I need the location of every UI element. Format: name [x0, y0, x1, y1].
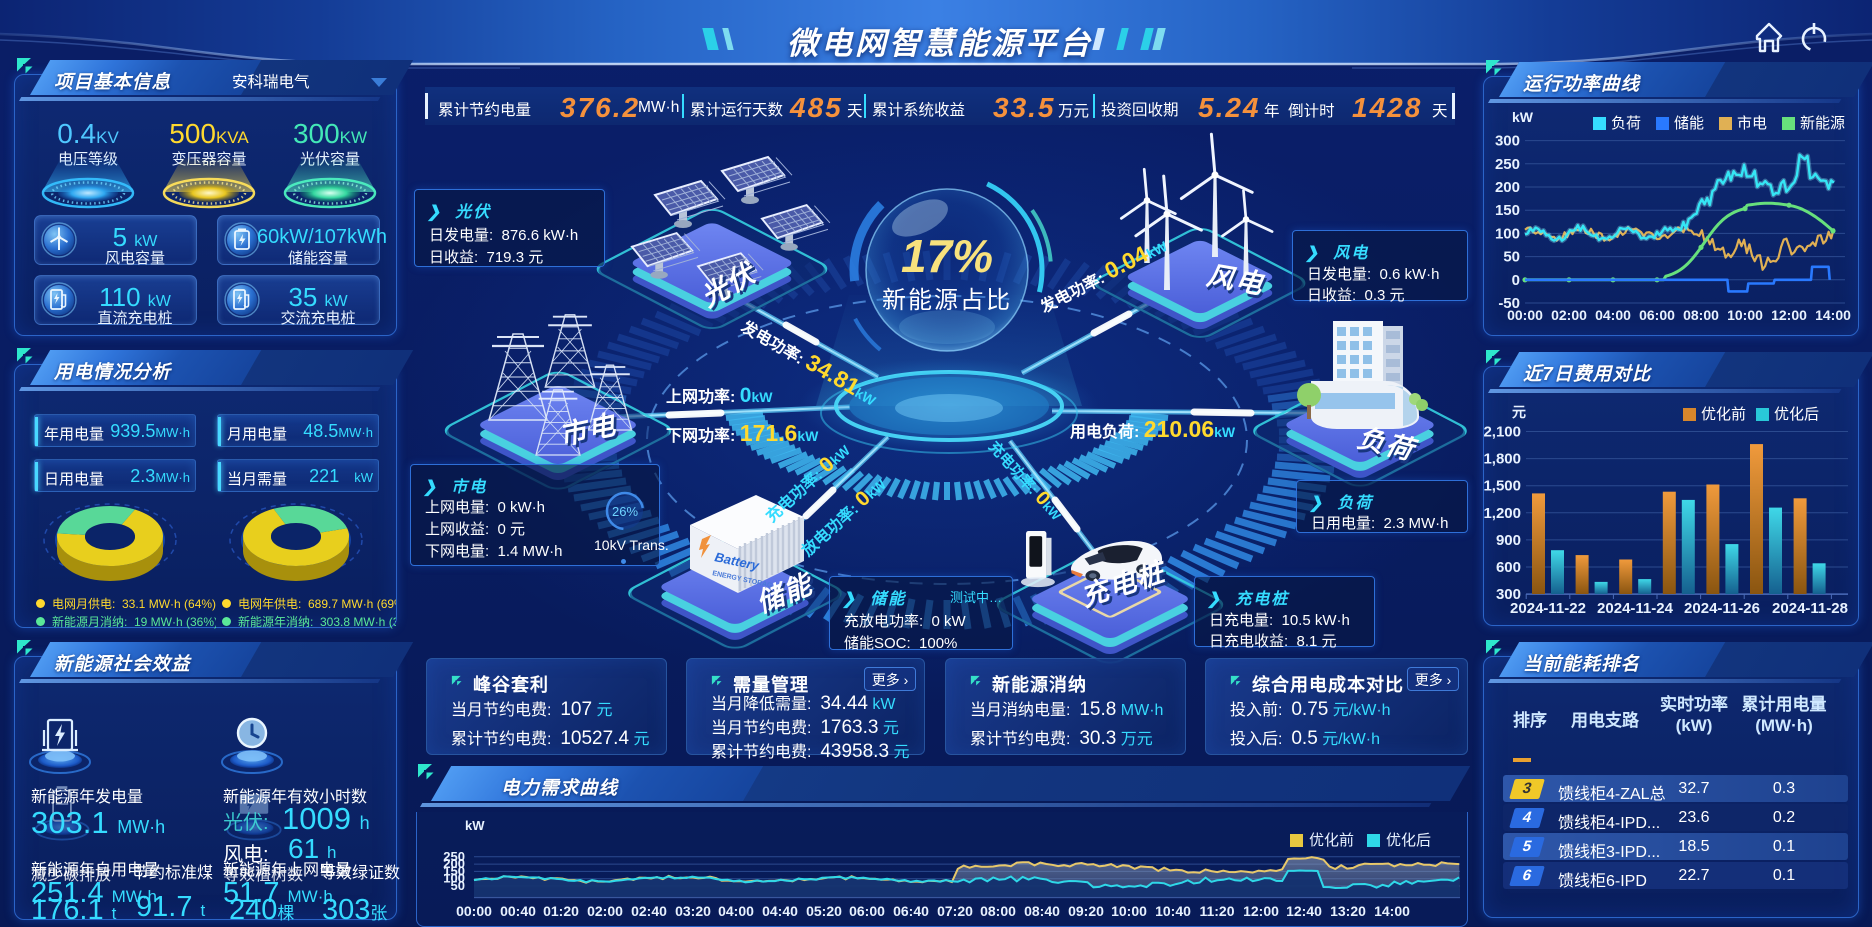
- svg-text:kW: kW: [1512, 109, 1534, 125]
- svg-text:50: 50: [1503, 249, 1520, 266]
- svg-text:11:20: 11:20: [1199, 903, 1234, 919]
- svg-text:14:00: 14:00: [1815, 307, 1851, 323]
- svg-text:13:20: 13:20: [1330, 903, 1366, 919]
- svg-text:优化后: 优化后: [1386, 832, 1431, 849]
- svg-text:10:40: 10:40: [1155, 903, 1191, 919]
- svg-text:2,100: 2,100: [1483, 424, 1521, 441]
- svg-text:14:00: 14:00: [1374, 903, 1410, 919]
- svg-text:08:40: 08:40: [1024, 903, 1060, 919]
- svg-text:100: 100: [1495, 225, 1520, 242]
- svg-text:06:00: 06:00: [849, 903, 885, 919]
- svg-text:2024-11-26: 2024-11-26: [1684, 600, 1760, 617]
- svg-text:300: 300: [1495, 133, 1520, 150]
- svg-text:元: 元: [1512, 404, 1526, 420]
- svg-text:下网功率: 171.6kW: 下网功率: 171.6kW: [666, 420, 819, 446]
- svg-text:02:40: 02:40: [631, 903, 667, 919]
- svg-text:08:00: 08:00: [980, 903, 1016, 919]
- svg-text:2024-11-28: 2024-11-28: [1772, 600, 1848, 617]
- svg-text:12:00: 12:00: [1243, 903, 1279, 919]
- svg-text:12:00: 12:00: [1771, 307, 1807, 323]
- svg-text:用电负荷: 210.06kW: 用电负荷: 210.06kW: [1070, 416, 1236, 442]
- svg-text:200: 200: [443, 856, 465, 871]
- svg-text:04:00: 04:00: [1595, 307, 1631, 323]
- svg-text:250: 250: [1495, 156, 1520, 173]
- svg-text:00:40: 00:40: [500, 903, 536, 919]
- svg-text:06:40: 06:40: [893, 903, 929, 919]
- svg-text:09:20: 09:20: [1068, 903, 1104, 919]
- svg-text:1,200: 1,200: [1483, 505, 1521, 522]
- svg-text:17%: 17%: [901, 230, 993, 282]
- svg-text:02:00: 02:00: [1551, 307, 1587, 323]
- svg-text:02:00: 02:00: [587, 903, 623, 919]
- svg-text:-50: -50: [1498, 295, 1520, 312]
- svg-text:1,800: 1,800: [1483, 451, 1521, 468]
- svg-text:新能源: 新能源: [1800, 115, 1845, 132]
- svg-text:900: 900: [1496, 532, 1521, 549]
- svg-text:储能: 储能: [1674, 115, 1704, 132]
- svg-text:300: 300: [1496, 586, 1521, 603]
- svg-text:150: 150: [1495, 202, 1520, 219]
- svg-text:07:20: 07:20: [937, 903, 973, 919]
- svg-text:00:00: 00:00: [456, 903, 492, 919]
- svg-text:10:00: 10:00: [1111, 903, 1147, 919]
- svg-text:05:20: 05:20: [806, 903, 842, 919]
- svg-text:优化前: 优化前: [1701, 406, 1746, 423]
- svg-text:kW: kW: [465, 818, 485, 833]
- svg-text:12:40: 12:40: [1286, 903, 1322, 919]
- svg-text:04:00: 04:00: [718, 903, 754, 919]
- svg-text:200: 200: [1495, 179, 1520, 196]
- svg-text:0: 0: [1512, 272, 1520, 289]
- svg-text:负荷: 负荷: [1611, 115, 1641, 132]
- svg-text:03:20: 03:20: [675, 903, 711, 919]
- svg-text:100: 100: [443, 871, 465, 886]
- svg-text:1,500: 1,500: [1483, 478, 1521, 495]
- svg-text:新能源占比: 新能源占比: [882, 287, 1012, 314]
- svg-text:600: 600: [1496, 559, 1521, 576]
- svg-text:08:00: 08:00: [1683, 307, 1719, 323]
- svg-text:04:40: 04:40: [762, 903, 798, 919]
- svg-text:2024-11-24: 2024-11-24: [1597, 600, 1674, 617]
- svg-text:2024-11-22: 2024-11-22: [1510, 600, 1586, 617]
- svg-text:150: 150: [443, 863, 465, 878]
- svg-text:上网功率: 0kW: 上网功率: 0kW: [666, 384, 773, 407]
- svg-text:50: 50: [451, 878, 465, 893]
- svg-text:10:00: 10:00: [1727, 307, 1763, 323]
- svg-text:优化前: 优化前: [1309, 832, 1354, 849]
- svg-text:01:20: 01:20: [543, 903, 579, 919]
- svg-text:00:00: 00:00: [1507, 307, 1543, 323]
- svg-text:优化后: 优化后: [1774, 406, 1819, 423]
- svg-text:250: 250: [443, 849, 465, 864]
- svg-text:26%: 26%: [612, 504, 638, 519]
- svg-text:06:00: 06:00: [1639, 307, 1675, 323]
- svg-text:市电: 市电: [1737, 115, 1767, 132]
